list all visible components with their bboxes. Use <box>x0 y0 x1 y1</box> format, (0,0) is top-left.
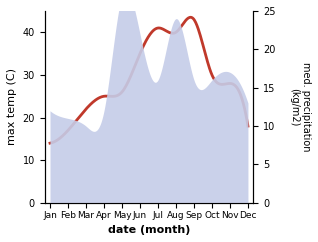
X-axis label: date (month): date (month) <box>108 225 190 235</box>
Y-axis label: max temp (C): max temp (C) <box>7 68 17 145</box>
Y-axis label: med. precipitation
(kg/m2): med. precipitation (kg/m2) <box>289 62 311 152</box>
